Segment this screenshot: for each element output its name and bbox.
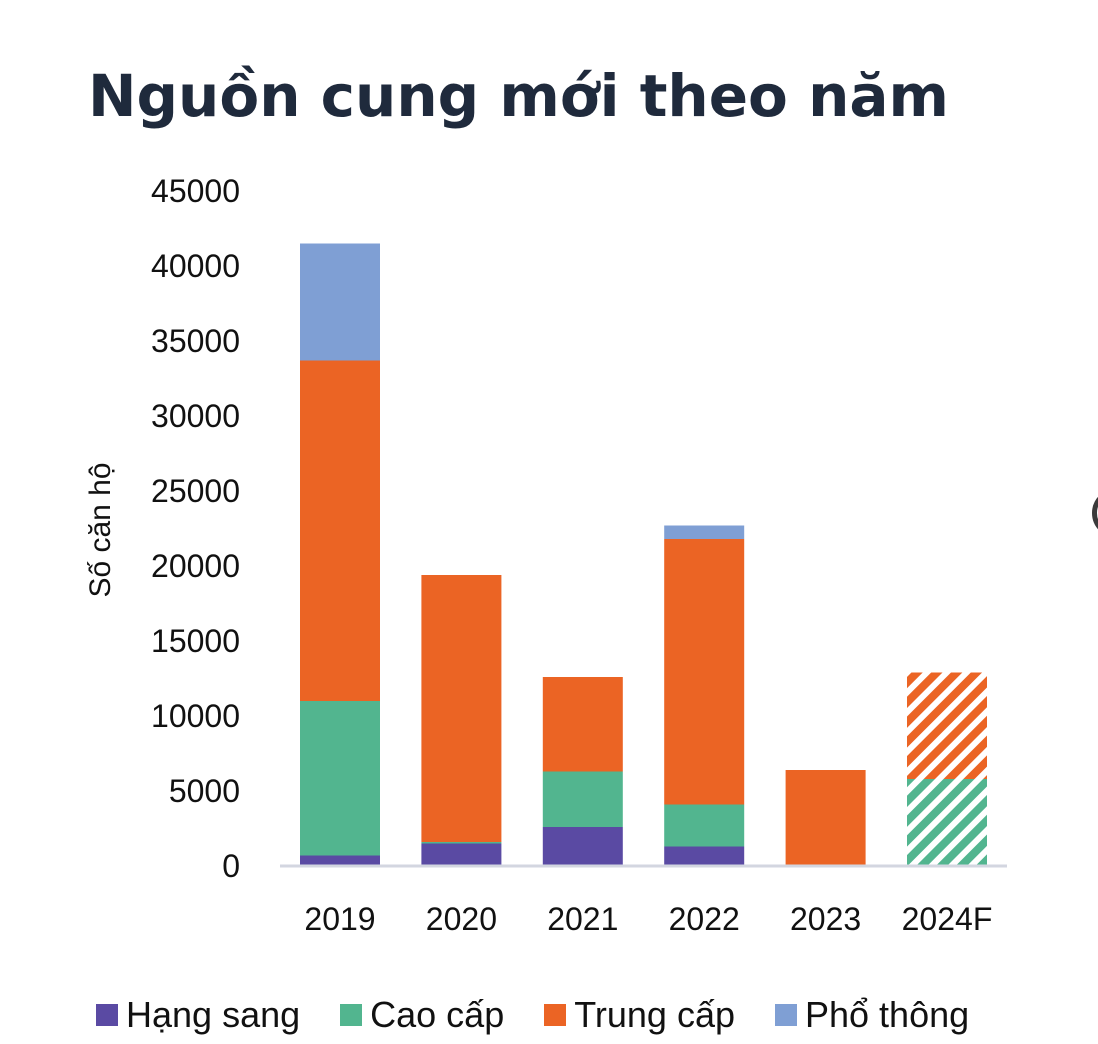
bars-group bbox=[300, 243, 987, 866]
bar-segment bbox=[542, 771, 623, 827]
x-tick-label: 2019 bbox=[304, 901, 375, 937]
y-tick-label: 40000 bbox=[151, 248, 240, 284]
x-tick-label: 2023 bbox=[790, 901, 861, 937]
bar-segment bbox=[542, 677, 623, 772]
legend-label: Cao cấp bbox=[370, 994, 505, 1035]
legend: Hạng sang Cao cấp Trung cấp Phổ thông bbox=[96, 994, 995, 1036]
y-axis-ticks: 0 5000 10000 15000 20000 25000 30000 35000 40000… bbox=[151, 173, 240, 884]
y-tick-label: 35000 bbox=[151, 323, 240, 359]
legend-item: Hạng sang bbox=[96, 994, 300, 1036]
y-tick-label: 25000 bbox=[151, 473, 240, 509]
y-tick-label: 0 bbox=[222, 848, 240, 884]
bar-segment bbox=[785, 770, 866, 866]
bar-segment bbox=[664, 846, 745, 866]
bar-segment bbox=[907, 672, 987, 779]
legend-swatch bbox=[340, 1004, 363, 1026]
bar-segment bbox=[300, 701, 380, 856]
x-tick-label: 2024F bbox=[902, 901, 993, 937]
legend-swatch bbox=[775, 1004, 797, 1026]
y-tick-label: 15000 bbox=[151, 623, 240, 659]
x-tick-label: 2021 bbox=[547, 901, 618, 937]
bar-segment bbox=[421, 842, 502, 844]
y-tick-label: 10000 bbox=[151, 698, 240, 734]
y-axis-label: Số căn hộ bbox=[84, 462, 117, 597]
bar-segment bbox=[664, 804, 745, 847]
bar-segment bbox=[300, 360, 380, 701]
bar-segment bbox=[300, 855, 380, 866]
y-tick-label: 20000 bbox=[151, 548, 240, 584]
bar-segment bbox=[664, 539, 745, 805]
legend-label: Phổ thông bbox=[805, 994, 970, 1035]
bar-segment bbox=[300, 243, 380, 361]
bar-segment bbox=[664, 525, 745, 539]
legend-swatch bbox=[544, 1004, 567, 1026]
x-tick-label: 2020 bbox=[426, 901, 497, 937]
y-tick-label: 30000 bbox=[151, 398, 240, 434]
chart-title: Nguồn cung mới theo năm bbox=[88, 62, 949, 130]
bar-segment bbox=[421, 843, 502, 866]
x-tick-label: 2022 bbox=[669, 901, 740, 937]
y-tick-label: 5000 bbox=[169, 773, 240, 809]
legend-item: Cao cấp bbox=[340, 994, 504, 1036]
legend-swatch bbox=[96, 1004, 118, 1026]
legend-item: Phổ thông bbox=[775, 994, 969, 1036]
y-tick-label: 45000 bbox=[151, 173, 240, 209]
bar-segment bbox=[542, 827, 623, 866]
bar-segment bbox=[907, 779, 987, 865]
bar-segment bbox=[421, 575, 502, 842]
legend-label: Hạng sang bbox=[126, 994, 301, 1035]
legend-label: Trung cấp bbox=[574, 994, 735, 1035]
x-axis-ticks: 2019 2020 2021 2022 2023 2024F bbox=[304, 901, 992, 937]
legend-item: Trung cấp bbox=[544, 994, 735, 1036]
